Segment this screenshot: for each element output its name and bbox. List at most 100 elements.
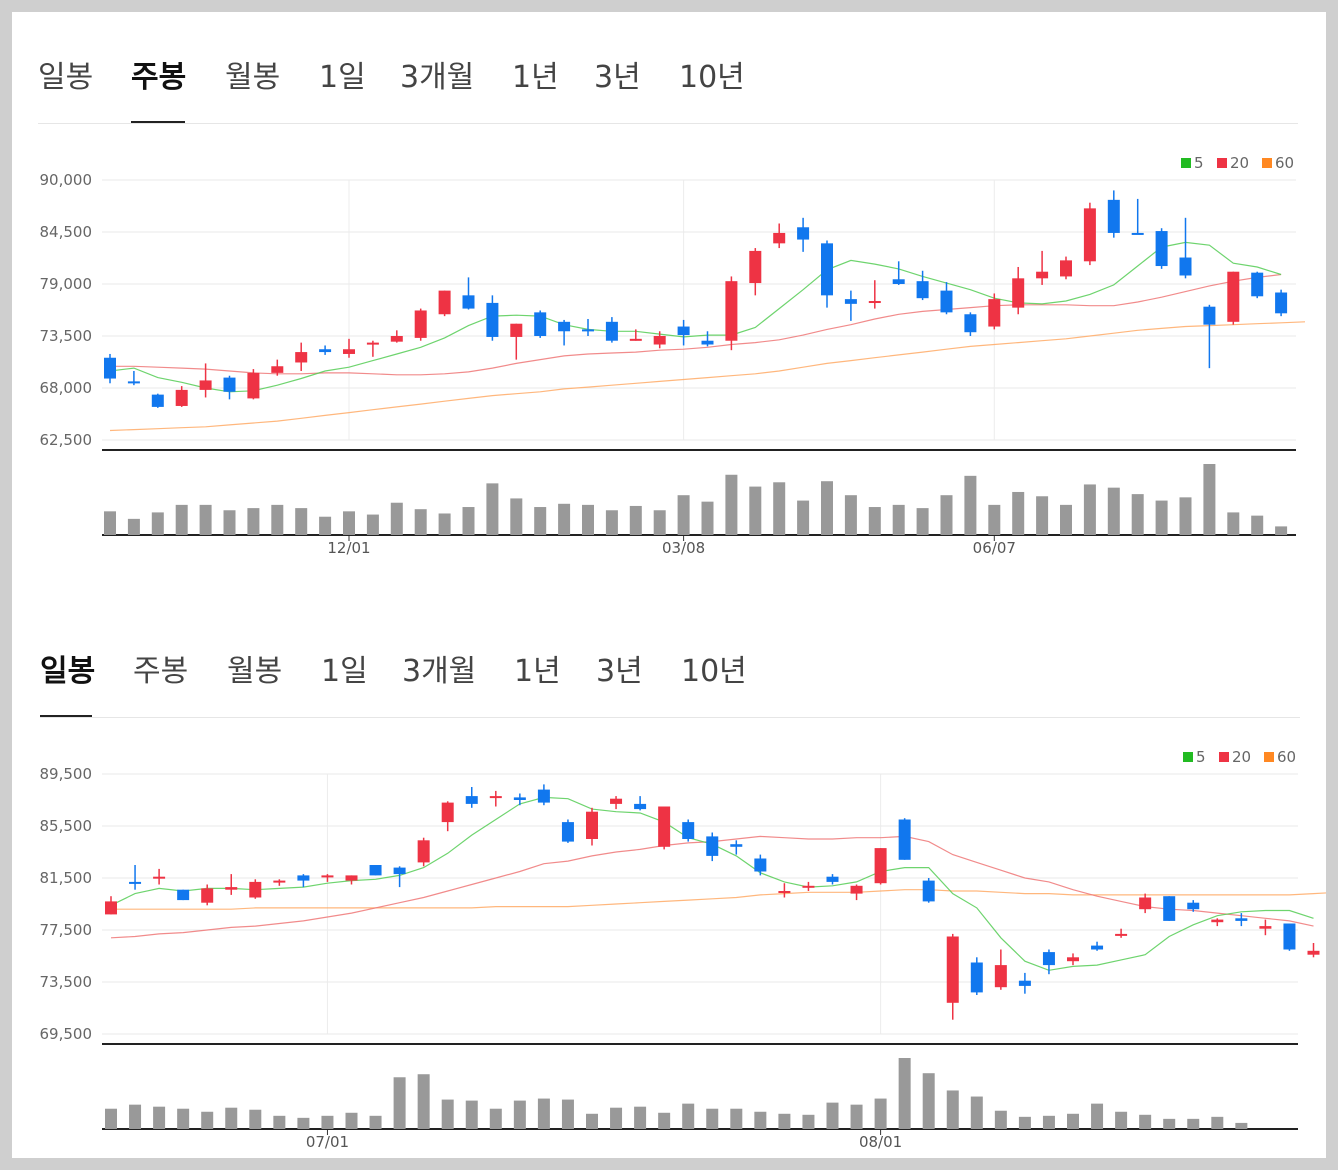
candle-body	[1131, 232, 1144, 235]
candle-body	[1275, 292, 1288, 314]
volume-bar	[964, 475, 977, 535]
volume-bar	[874, 1098, 887, 1129]
candle-body	[946, 936, 959, 1003]
volume-bar	[658, 1112, 671, 1129]
candle-body	[1179, 257, 1192, 276]
candle-body	[1155, 231, 1168, 267]
volume-bar	[561, 1099, 574, 1129]
y-tick-label: 68,000	[40, 379, 93, 397]
candle-body	[1251, 272, 1264, 297]
candle-body	[605, 321, 618, 341]
volume-bar	[821, 481, 833, 535]
candle-body	[629, 338, 642, 341]
weekly-candlestick-chart: 90,000 84,500 79,000 73,500 68,000 62,500 12/0…	[40, 154, 1306, 557]
candle-body	[129, 881, 142, 884]
candle-up	[1012, 266, 1025, 315]
candle-up	[994, 949, 1007, 990]
candle-body	[513, 797, 526, 800]
candle-body	[725, 281, 738, 341]
tab-daily[interactable]: 일봉	[40, 654, 96, 689]
candle-down	[127, 370, 140, 386]
candle-body	[249, 881, 262, 898]
x-tick-label: 12/01	[327, 539, 370, 557]
tab-1year[interactable]: 1년	[512, 60, 559, 95]
candle-up	[1036, 250, 1049, 285]
volume-bar	[1139, 1114, 1152, 1129]
candle-up	[105, 896, 117, 915]
candle-body	[874, 848, 887, 884]
candle-body	[964, 314, 977, 333]
tab-weekly[interactable]: 주봉	[133, 654, 189, 689]
candle-body	[1139, 897, 1152, 910]
tab-10years[interactable]: 10년	[679, 60, 745, 95]
candle-body	[366, 342, 379, 345]
tabs-separator	[40, 717, 1300, 718]
candle-up	[273, 879, 286, 886]
candle-body	[465, 796, 478, 804]
candle-body	[994, 965, 1007, 988]
candle-down	[151, 393, 164, 408]
candle-down	[844, 290, 857, 321]
volume-bar	[898, 1058, 911, 1129]
ma60-line	[109, 321, 1306, 432]
candle-down	[129, 865, 142, 890]
volume-bar	[369, 1115, 382, 1129]
stock-chart-panel: 일봉 주봉 월봉 1일 3개월 1년 3년 10년 90,000 84,500 79…	[12, 12, 1326, 1158]
candle-body	[486, 302, 499, 337]
volume-bar	[1083, 484, 1096, 535]
volume-bar	[970, 1096, 983, 1129]
y-tick-label: 89,500	[40, 765, 93, 783]
candle-down	[297, 874, 310, 888]
tab-10years[interactable]: 10년	[681, 654, 747, 689]
grid-lines	[102, 773, 1298, 1035]
volume-bar	[1067, 1113, 1079, 1129]
volume-bar	[177, 1108, 190, 1129]
tab-3months[interactable]: 3개월	[402, 654, 477, 689]
candle-up	[489, 790, 502, 807]
candle-down	[1042, 949, 1055, 975]
tab-monthly[interactable]: 월봉	[227, 654, 283, 689]
candle-down	[797, 217, 810, 252]
volume-bar	[610, 1107, 623, 1129]
candle-up	[629, 329, 642, 341]
candle-body	[390, 336, 403, 342]
volume-bar	[441, 1099, 454, 1129]
volume-bar	[127, 518, 140, 535]
legend-swatch	[1219, 752, 1229, 762]
candle-body	[127, 381, 140, 384]
candle-body	[634, 803, 647, 810]
tab-3months[interactable]: 3개월	[400, 60, 475, 95]
legend-label: 5	[1196, 748, 1206, 766]
tab-weekly[interactable]: 주봉	[131, 60, 187, 95]
candle-body	[319, 349, 332, 353]
tab-daily[interactable]: 일봉	[38, 60, 94, 95]
candle-up	[417, 837, 430, 867]
candle-up	[1115, 928, 1128, 938]
legend-label: 20	[1230, 154, 1249, 172]
tab-1year[interactable]: 1년	[514, 654, 561, 689]
candle-up	[249, 879, 262, 899]
volume-bar	[105, 1108, 117, 1129]
volume-bar	[393, 1077, 406, 1129]
volume-bar	[706, 1108, 719, 1129]
tab-3years[interactable]: 3년	[596, 654, 643, 689]
candle-up	[1067, 953, 1079, 966]
volume-bar	[1187, 1118, 1200, 1129]
y-tick-label: 81,500	[40, 869, 93, 887]
x-tick-label: 07/01	[306, 1133, 349, 1151]
volume-bar	[343, 511, 355, 535]
tab-3years[interactable]: 3년	[594, 60, 641, 95]
tab-1day[interactable]: 1일	[319, 60, 366, 95]
candle-body	[414, 310, 427, 338]
tab-1day[interactable]: 1일	[321, 654, 368, 689]
candle-body	[153, 876, 166, 879]
candle-up	[1083, 202, 1096, 266]
candle-body	[802, 885, 815, 888]
candle-down	[1187, 900, 1200, 912]
candle-body	[223, 377, 236, 392]
legend-swatch	[1183, 752, 1193, 762]
volume-bar	[1163, 1118, 1176, 1129]
daily-candlestick-chart: 89,500 85,500 81,500 77,500 73,500 69,500 07/0…	[40, 748, 1326, 1151]
tab-monthly[interactable]: 월봉	[225, 60, 281, 95]
candle-body	[940, 290, 953, 313]
